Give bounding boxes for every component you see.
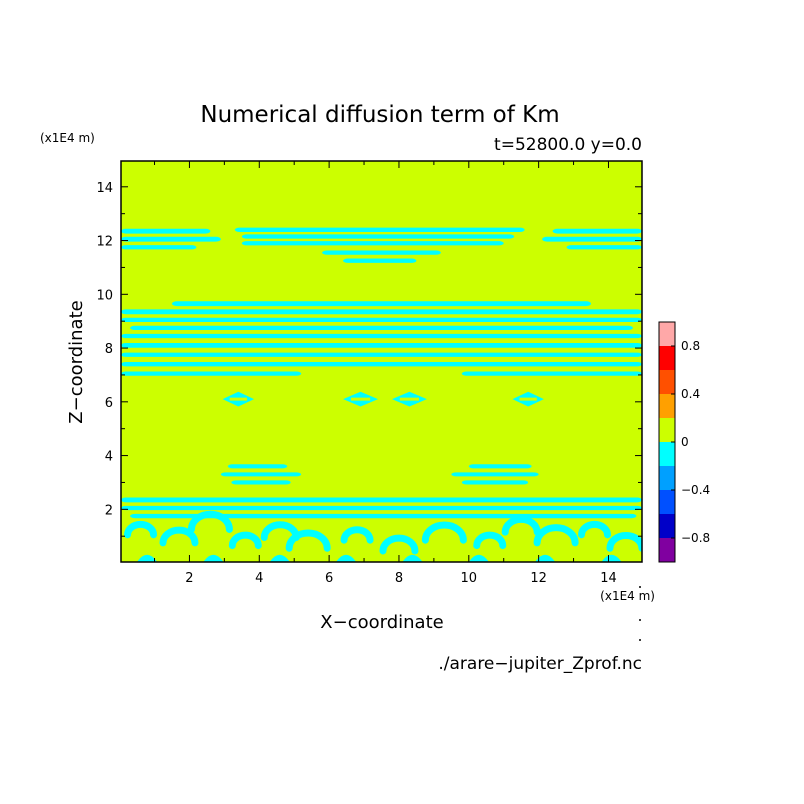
contour-band <box>121 245 197 250</box>
colorbar-swatch <box>659 394 675 418</box>
x-tick-label: 14 <box>600 571 617 586</box>
x-tick-label: 4 <box>255 571 263 586</box>
contour-swirl <box>421 521 467 544</box>
y-unit-label: (x1E4 m) <box>40 131 95 145</box>
contour-band <box>121 236 221 242</box>
contour-band <box>552 228 642 234</box>
x-tick-label: 10 <box>461 571 478 586</box>
contour-band <box>121 317 642 322</box>
contour-band <box>130 325 633 331</box>
contour-band <box>121 342 642 348</box>
contour-band <box>461 371 642 376</box>
contour-swirl <box>187 510 233 533</box>
chart-title: Numerical diffusion term of Km <box>200 102 559 128</box>
x-tick-label: 2 <box>185 571 193 586</box>
contour-swirl <box>468 554 489 562</box>
colorbar-swatch <box>659 418 675 442</box>
contour-island-core <box>519 397 537 401</box>
contour-island-core <box>399 397 420 401</box>
colorbar-swatch <box>659 346 675 370</box>
colorbar-tick-label: 0 <box>681 435 689 449</box>
colorbar-swatch <box>659 322 675 346</box>
contour-band <box>121 228 211 234</box>
colorbar-swatch <box>659 442 675 466</box>
contour-band <box>241 234 515 239</box>
x-unit-label: (x1E4 m) <box>600 589 655 603</box>
contour-band <box>231 480 291 485</box>
corner-marks <box>639 586 641 641</box>
source-file-label: ./arare−jupiter_Zprof.nc <box>438 654 642 674</box>
contour-swirl <box>203 554 224 562</box>
y-tick-label: 8 <box>105 342 113 357</box>
x-axis-label: X−coordinate <box>320 612 443 633</box>
y-tick-label: 4 <box>105 450 113 465</box>
colorbar-swatch <box>659 514 675 538</box>
contour-swirl <box>501 515 541 536</box>
colorbar-tick-label: 0.8 <box>681 339 700 353</box>
y-tick-label: 10 <box>96 288 113 303</box>
contour-island-core <box>229 397 247 401</box>
contour-fill-layer <box>121 227 642 562</box>
plot-frame <box>120 160 643 563</box>
contour-band <box>468 464 532 469</box>
contour-band <box>241 241 504 246</box>
x-tick-label: 8 <box>395 571 403 586</box>
y-tick-label: 2 <box>105 503 113 518</box>
contour-swirl <box>535 554 556 562</box>
colorbar-tick-label: −0.4 <box>681 483 710 497</box>
contour-band <box>121 371 302 376</box>
contour-swirl <box>533 524 579 547</box>
contour-swirl <box>336 554 357 562</box>
contour-swirl <box>285 529 331 552</box>
contour-swirl <box>601 554 622 562</box>
contour-band <box>566 245 642 250</box>
colorbar: −0.8 −0.4 0 0.4 0.8 <box>658 321 710 563</box>
x-axis: 2 4 6 8 10 12 14 <box>154 161 617 586</box>
colorbar-swatch <box>659 466 675 490</box>
contour-band <box>121 497 642 503</box>
contour-swirl <box>228 531 262 550</box>
contour-band <box>121 505 642 511</box>
colorbar-swatch <box>659 370 675 394</box>
contour-band <box>130 513 637 519</box>
contour-swirl <box>606 531 642 552</box>
contour-band <box>121 362 642 367</box>
colorbar-tick-label: 0.4 <box>681 387 700 401</box>
contour-band <box>322 250 441 255</box>
x-tick-label: 12 <box>530 571 547 586</box>
contour-band <box>171 301 592 307</box>
colorbar-swatch <box>659 538 675 562</box>
y-axis-label: Z−coordinate <box>66 300 87 423</box>
contour-swirl <box>269 554 290 562</box>
contour-swirl <box>379 534 419 555</box>
contour-band <box>220 472 302 477</box>
contour-band <box>234 227 525 232</box>
contour-band <box>121 333 642 339</box>
contour-band <box>227 464 288 469</box>
contour-island-core <box>350 397 371 401</box>
y-tick-label: 14 <box>96 181 113 196</box>
contour-swirl <box>340 526 374 544</box>
y-tick-label: 12 <box>96 235 113 250</box>
contour-swirl <box>260 521 300 542</box>
contour-swirl <box>159 526 199 547</box>
contour-band <box>542 236 642 242</box>
y-tick-label: 6 <box>105 396 113 411</box>
contour-band <box>461 480 529 485</box>
contour-swirl <box>402 554 423 562</box>
colorbar-tick-label: −0.8 <box>681 531 710 545</box>
y-axis: 2 4 6 8 10 12 14 <box>96 181 642 537</box>
contour-swirl <box>473 531 507 550</box>
contour-swirl <box>137 554 158 562</box>
colorbar-swatch <box>659 490 675 514</box>
contour-band <box>451 472 539 477</box>
contour-swirl <box>578 520 612 539</box>
contour-band <box>343 258 417 263</box>
contour-band <box>121 309 642 315</box>
contour-band <box>121 352 642 357</box>
chart-subtitle: t=52800.0 y=0.0 <box>494 135 642 155</box>
contour-swirl <box>124 520 158 539</box>
x-tick-label: 6 <box>325 571 333 586</box>
